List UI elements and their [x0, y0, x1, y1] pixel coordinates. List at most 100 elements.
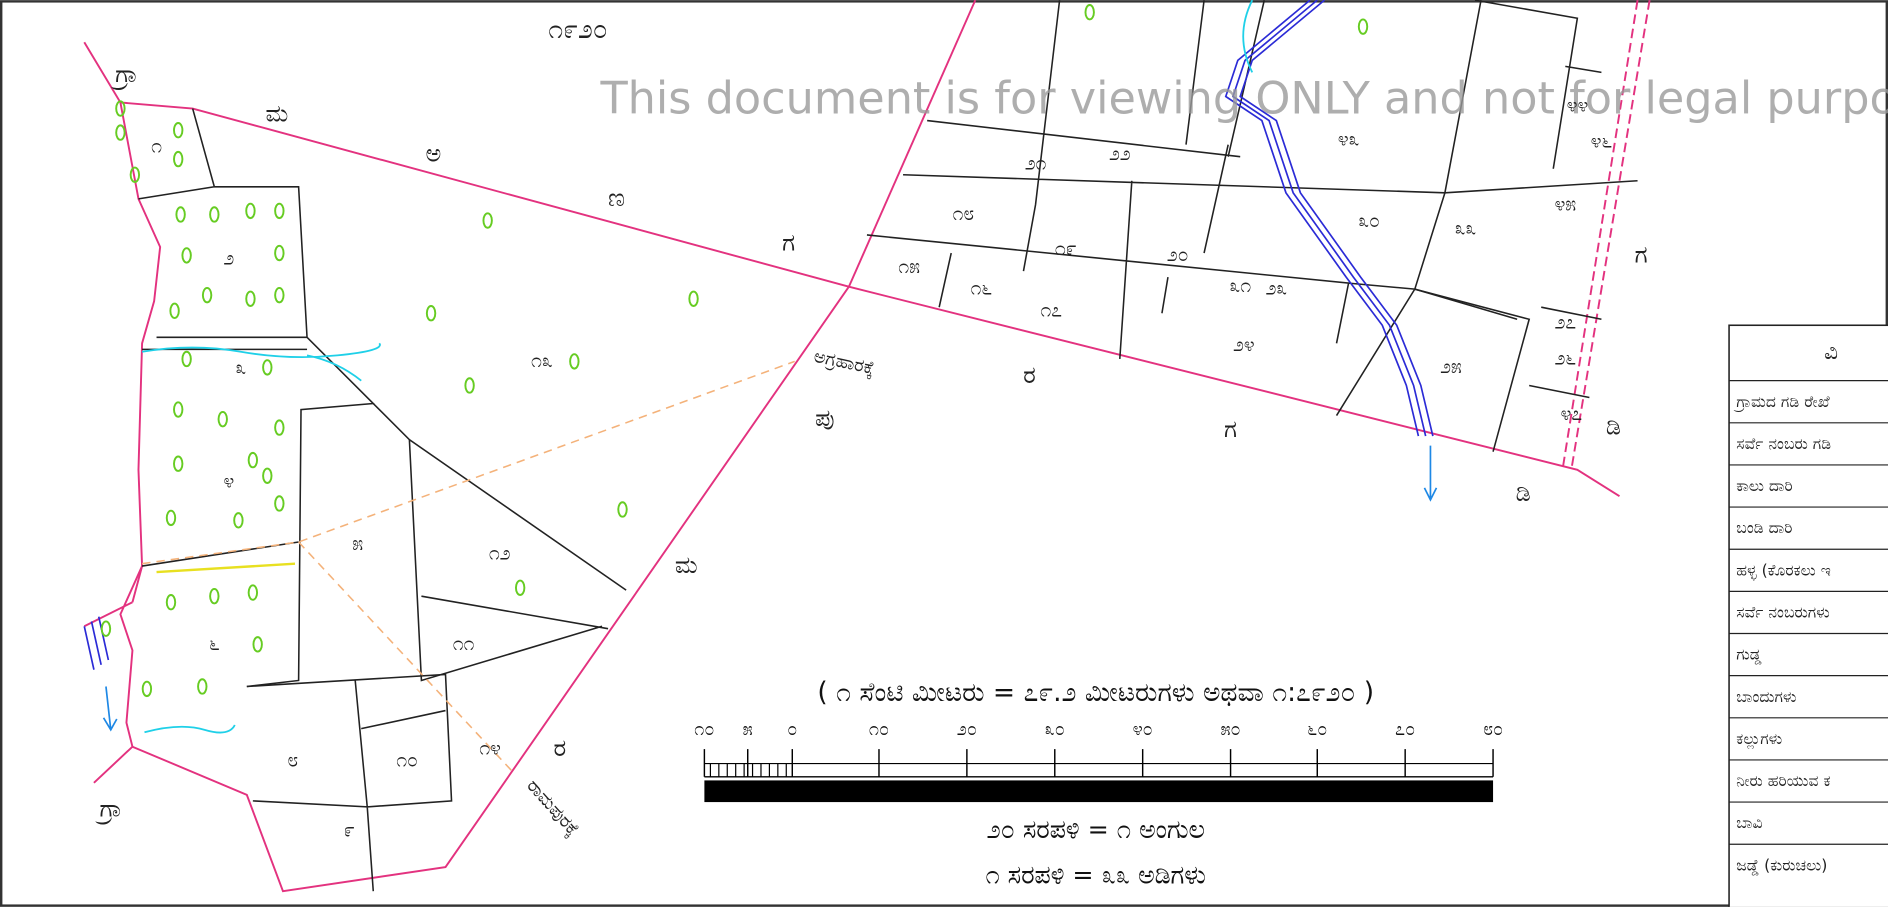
scale-tick-label: ೮೦ — [1483, 719, 1503, 740]
scale-tick-label: ೦ — [787, 719, 797, 740]
plot-number: ೧ — [151, 135, 162, 158]
boundary-letter: ರ — [554, 734, 567, 762]
tree — [427, 306, 435, 320]
scale-tick-label: ೧೦ — [869, 719, 889, 740]
scale-tick-label: ೧೦ — [694, 719, 714, 740]
plot-number: ೧೯ — [1055, 237, 1077, 260]
plot-number: ೧೬ — [971, 277, 993, 300]
plot-number: ೨೪ — [1233, 333, 1255, 356]
tree — [263, 360, 271, 374]
plot-number: ೧೧ — [453, 632, 475, 655]
tree — [174, 457, 182, 471]
plot-number: ೧೨ — [489, 542, 511, 565]
boundary-letter: ಗ್ರಾ — [95, 794, 122, 824]
legend-row-label: ಬಾವಿ — [1736, 813, 1762, 832]
plot-number: ೨೫ — [1440, 355, 1462, 378]
plot-number: ೨೬ — [1555, 346, 1577, 369]
tree — [102, 621, 110, 635]
plot-number: ೧೭ — [1040, 298, 1062, 321]
plot-number: ೨೧ — [1025, 151, 1047, 174]
tree — [174, 123, 182, 137]
tree — [465, 378, 473, 392]
scale-bar: ( ೧ ಸೆಂಟಿ ಮೀಟರು = ೭೯.೨ ಮೀಟರುಗಳು ಅಥವಾ ೧:೭… — [694, 677, 1503, 890]
legend-row-label: ಜಡ್ಡೆ (ಕುರುಚಲು) — [1736, 855, 1827, 875]
scale-tick-label: ೩೦ — [1045, 719, 1065, 740]
tree — [182, 248, 190, 262]
tree — [275, 204, 283, 218]
tree — [167, 511, 175, 525]
plot-number: ೨ — [223, 247, 234, 270]
scale-tick-label: ೪೦ — [1133, 719, 1153, 740]
tree — [167, 595, 175, 609]
tree — [210, 207, 218, 221]
legend-table: ವಿ ಗ್ರಾಮದ ಗಡಿ ರೇಖೆಸರ್ವೆ ನಂಬರು ಗಡಿಕಾಲು ದಾ… — [1729, 325, 1888, 907]
legend-row-label: ಬಾಂದುಗಳು — [1736, 687, 1796, 706]
plot-number: ೧೦ — [396, 749, 418, 772]
plot-number: ೬ — [209, 632, 220, 655]
tree — [249, 585, 257, 599]
legend-row-label: ಸರ್ವೆ ನಂಬರುಗಳು — [1736, 603, 1829, 622]
plot-number: ೪೪ — [1567, 94, 1589, 117]
plot-number: ೨೦ — [1167, 243, 1189, 266]
legend-header: ವಿ — [1824, 340, 1838, 365]
tree — [143, 682, 151, 696]
plot-number: ೪೬ — [1591, 130, 1613, 153]
scale-tick-label: ೫೦ — [1220, 719, 1240, 740]
tree — [170, 304, 178, 318]
plot-number: ೨೩ — [1266, 277, 1288, 300]
plot-number: ೩೦ — [1358, 209, 1380, 232]
boundary-letter: ಅ — [426, 139, 442, 167]
boundary-letter: ಮ — [675, 551, 698, 579]
boundary-letter: ಗ — [1635, 240, 1648, 268]
scale-tick-label: ೨೦ — [957, 719, 977, 740]
boundary-letter: ಗ — [782, 228, 795, 256]
tree — [516, 581, 524, 595]
tree — [275, 246, 283, 260]
plot-number: ೧೮ — [952, 202, 974, 225]
plot-number: ೧೪ — [479, 737, 501, 760]
tree — [116, 125, 124, 139]
boundary-letter: ಡಿ — [1516, 479, 1531, 507]
scale-chains: ೨೦ ಸರಪಳಿ = ೧ ಅಂಗುಲ — [987, 815, 1205, 844]
plot-number: ೩೩ — [1455, 216, 1477, 239]
tree — [182, 352, 190, 366]
cart-road — [157, 564, 295, 572]
village-boundary — [84, 0, 1649, 891]
boundary-letter: ಗ — [1224, 415, 1237, 443]
scale-tick-label: ೭೦ — [1395, 719, 1415, 740]
legend-row-label: ಬಂಡಿ ದಾರಿ — [1736, 518, 1792, 537]
boundary-letter: ರ — [1023, 361, 1036, 389]
tree — [570, 354, 578, 368]
plot-number: ೪೩ — [1338, 127, 1360, 150]
tree — [1085, 5, 1093, 19]
tree — [219, 412, 227, 426]
tree — [246, 292, 254, 306]
direction-label: ರಾಮಪುರಕ್ಕೆ — [522, 775, 583, 840]
tree — [253, 637, 261, 651]
tree — [618, 502, 626, 516]
plot-number: ೧೫ — [898, 255, 920, 278]
tree — [275, 288, 283, 302]
scale-rule — [704, 780, 1493, 802]
scale-chain-feet: ೧ ಸರಪಳಿ = ೩೩ ಅಡಿಗಳು — [985, 861, 1205, 890]
plot-number: ೨೭ — [1555, 310, 1577, 333]
village-map: This document is for viewing ONLY and no… — [0, 0, 1888, 907]
plot-number: ೪೭ — [1561, 402, 1583, 425]
legend-row-label: ಕಾಲು ದಾರಿ — [1736, 476, 1793, 495]
tree — [234, 513, 242, 527]
legend-row-label: ಕಲ್ಲುಗಳು — [1736, 729, 1782, 750]
tree — [203, 288, 211, 302]
boundary-letter: ಣ — [608, 184, 625, 212]
scale-title: ( ೧ ಸೆಂಟಿ ಮೀಟರು = ೭೯.೨ ಮೀಟರುಗಳು ಅಥವಾ ೧:೭… — [817, 677, 1374, 708]
tree — [275, 420, 283, 434]
tree — [174, 402, 182, 416]
tree — [275, 496, 283, 510]
plot-number: ೪೫ — [1555, 192, 1577, 215]
legend-row-label: ಗ್ರಾಮದ ಗಡಿ ರೇಖೆ — [1733, 392, 1830, 413]
tree — [689, 292, 697, 306]
plot-boundaries — [138, 0, 1637, 891]
tree — [176, 207, 184, 221]
plot-number: ೫ — [352, 532, 363, 555]
tree — [1359, 19, 1367, 33]
boundary-letter: ಡಿ — [1606, 413, 1621, 441]
